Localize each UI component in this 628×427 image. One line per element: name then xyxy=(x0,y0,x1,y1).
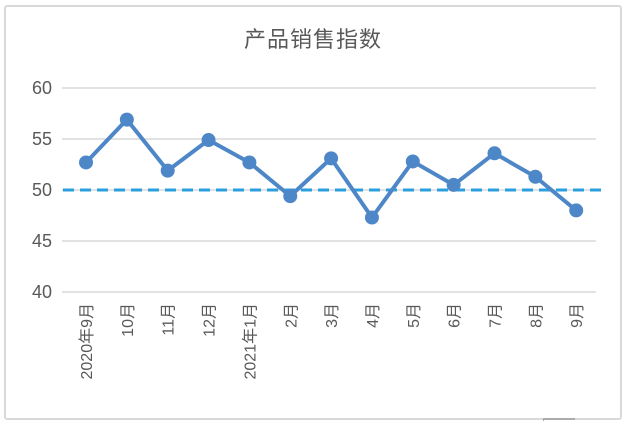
y-tick-label: 55 xyxy=(32,129,52,149)
y-axis-labels: 40 45 50 55 60 xyxy=(32,78,52,302)
x-tick-label: 2021年1月 xyxy=(241,303,259,380)
x-tick-label: 8月 xyxy=(528,303,545,328)
data-point-marker xyxy=(242,155,257,170)
y-tick-label: 60 xyxy=(32,78,52,98)
chart-title: 产品销售指数 xyxy=(243,27,382,52)
data-point-marker xyxy=(364,210,379,225)
x-tick-label: 6月 xyxy=(447,303,464,328)
y-tick-label: 45 xyxy=(32,231,52,251)
x-tick-label: 11月 xyxy=(161,303,178,336)
x-tick-label: 5月 xyxy=(406,303,423,328)
data-point-marker xyxy=(160,163,175,178)
x-tick-label: 2020年9月 xyxy=(78,303,96,380)
data-point-marker xyxy=(283,189,298,204)
data-point-marker xyxy=(119,112,134,127)
data-point-marker xyxy=(569,203,584,218)
data-point-marker xyxy=(405,154,420,169)
data-point-marker xyxy=(79,155,93,170)
data-point-markers xyxy=(79,112,584,225)
x-tick-label: 7月 xyxy=(488,303,505,328)
y-tick-label: 50 xyxy=(32,180,52,200)
cropped-element-edge xyxy=(543,418,575,421)
x-tick-label: 12月 xyxy=(202,303,219,337)
x-tick-label: 3月 xyxy=(324,303,341,328)
x-tick-label: 10月 xyxy=(120,303,137,337)
series-line xyxy=(84,117,579,220)
x-tick-label: 4月 xyxy=(365,303,382,328)
y-tick-label: 40 xyxy=(32,282,52,302)
data-point-marker xyxy=(324,151,339,166)
chart-frame xyxy=(4,5,622,420)
data-point-marker xyxy=(201,133,216,148)
x-tick-label: 9月 xyxy=(569,303,586,328)
data-point-marker xyxy=(446,177,461,192)
data-point-marker xyxy=(528,169,543,184)
x-axis-labels: 2020年9月 10月 11月 12月 2021年1月 2月 3月 4月 5月 6月 7月 8月 9月 xyxy=(78,303,586,380)
data-point-marker xyxy=(487,146,502,161)
x-tick-label: 2月 xyxy=(283,303,300,328)
